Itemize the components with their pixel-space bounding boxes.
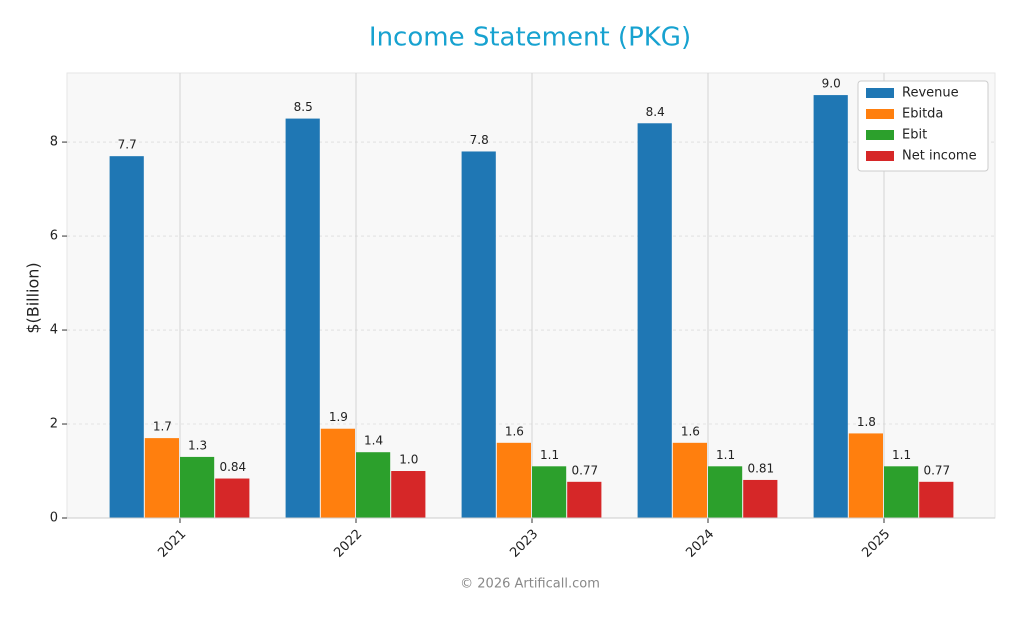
bar [813,95,848,518]
x-tick-label: 2022 [331,527,365,561]
value-label: 1.6 [505,424,524,438]
bar [285,118,320,518]
legend-swatch [866,151,894,161]
value-label: 1.8 [857,415,876,429]
value-label: 8.4 [646,105,665,119]
value-label: 1.3 [188,438,207,452]
value-label: 1.4 [364,434,383,448]
value-label: 1.0 [399,453,418,467]
value-label: 9.0 [822,77,841,91]
value-label: 1.7 [153,420,172,434]
value-label: 1.1 [716,448,735,462]
legend-label: Revenue [902,86,959,101]
bar [391,471,426,518]
bar [708,466,743,518]
bar [884,466,919,518]
x-tick-label: 2023 [507,527,541,561]
legend: Revenue Ebitda Ebit Net income [857,80,989,172]
x-tick-label: 2021 [155,527,189,561]
value-label: 7.8 [470,133,489,147]
y-axis-label: $(Billion) [24,262,43,333]
bar [532,466,567,518]
value-label: 0.77 [571,463,598,477]
x-tick-label: 2024 [683,527,717,561]
legend-label: Net income [902,149,977,164]
legend-label: Ebitda [902,107,943,122]
y-tick-label: 2 [50,417,58,432]
y-tick-label: 0 [50,511,58,526]
value-label: 1.1 [892,448,911,462]
bar [109,156,144,519]
bar [180,456,215,518]
legend-swatch [866,109,894,119]
bar [320,428,355,518]
bar [919,481,954,518]
bar [356,452,391,518]
legend-label: Ebit [902,128,927,143]
legend-box [857,80,989,172]
value-label: 8.5 [294,100,313,114]
value-label: 0.84 [219,460,246,474]
bar [637,123,672,518]
chart-title: Income Statement (PKG) [369,23,691,53]
bar [743,479,778,518]
value-label: 0.81 [747,461,774,475]
value-label: 1.1 [540,448,559,462]
bar [215,478,250,518]
bar [848,433,883,518]
footer: © 2026 Artificall.com [460,577,600,592]
y-tick-label: 4 [50,323,58,338]
value-label: 1.9 [329,410,348,424]
bar [672,442,707,518]
y-tick-label: 8 [50,135,58,150]
value-label: 0.77 [923,463,950,477]
value-label: 7.7 [118,138,137,152]
x-tick-label: 2025 [859,527,893,561]
bar [496,442,531,518]
y-tick-label: 6 [50,229,58,244]
bar [567,481,602,518]
value-label: 1.6 [681,424,700,438]
legend-swatch [866,130,894,140]
bar [144,438,179,518]
bar [461,151,496,519]
legend-swatch [866,88,894,98]
